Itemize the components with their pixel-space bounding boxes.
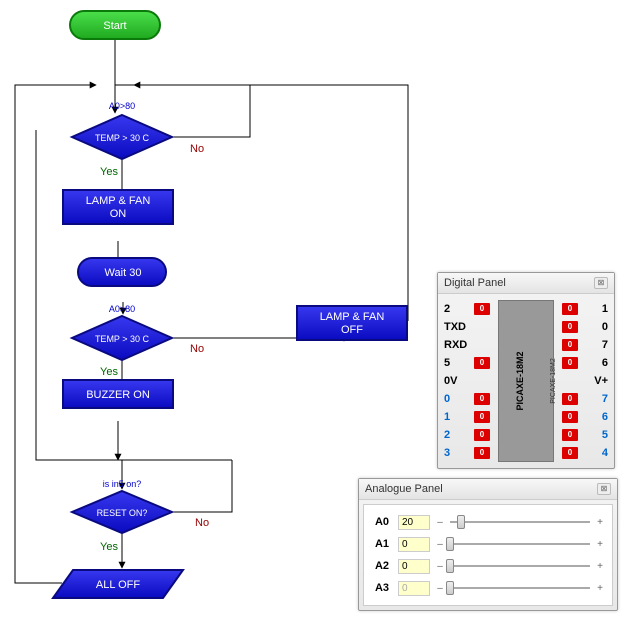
pin-right-label: V+ bbox=[578, 375, 608, 387]
analog-value[interactable]: 20 bbox=[398, 515, 430, 530]
pin-right-led[interactable]: 0 bbox=[562, 429, 578, 441]
chip-main-label: PICAXE-18M2 bbox=[515, 351, 525, 410]
analog-label: A3 bbox=[370, 582, 394, 594]
all-off-label: ALL OFF bbox=[96, 579, 140, 591]
analog-row: A2 0– + bbox=[370, 555, 606, 577]
analog-label: A1 bbox=[370, 538, 394, 550]
analog-minus[interactable]: – bbox=[434, 583, 446, 594]
pin-left-led[interactable]: 0 bbox=[474, 393, 490, 405]
chip-body: PICAXE-18M2 PICAXE-18M2 bbox=[498, 300, 554, 462]
analog-row: A1 0– + bbox=[370, 533, 606, 555]
yes-label-3: Yes bbox=[100, 541, 118, 553]
digital-panel-title-text: Digital Panel bbox=[444, 277, 506, 289]
no-label-1: No bbox=[190, 143, 204, 155]
analogue-panel-title: Analogue Panel ⊠ bbox=[359, 479, 617, 500]
pin-right-label: 7 bbox=[578, 393, 608, 405]
no-label-2: No bbox=[190, 343, 204, 355]
analog-plus[interactable]: + bbox=[594, 561, 606, 572]
pin-left-label: RXD bbox=[444, 339, 474, 351]
check2-small: A0>80 bbox=[109, 304, 135, 314]
pin-right-label: 0 bbox=[578, 321, 608, 333]
pin-right-led[interactable] bbox=[562, 375, 578, 387]
lampfan-on-label-1: LAMP & FAN bbox=[86, 195, 151, 207]
yes-label-2: Yes bbox=[100, 366, 118, 378]
lampfan-off-label-1: LAMP & FAN bbox=[320, 311, 385, 323]
wait30-label: Wait 30 bbox=[105, 267, 142, 279]
pin-right-label: 5 bbox=[578, 429, 608, 441]
analogue-panel-body: A020–+A10–+A20–+A30–+ bbox=[363, 504, 613, 606]
analog-row: A0 20– + bbox=[370, 511, 606, 533]
analog-minus[interactable]: – bbox=[434, 539, 446, 550]
analog-label: A0 bbox=[370, 516, 394, 528]
pin-right-led[interactable]: 0 bbox=[562, 411, 578, 423]
analogue-panel: Analogue Panel ⊠ A020–+A10–+A20–+A30–+ bbox=[358, 478, 618, 611]
analog-plus[interactable]: + bbox=[594, 583, 606, 594]
pin-left-led[interactable]: 0 bbox=[474, 303, 490, 315]
pin-right-label: 1 bbox=[578, 303, 608, 315]
pin-left-label: 0V bbox=[444, 375, 474, 387]
pin-left-label: TXD bbox=[444, 321, 474, 333]
buzzer-on-label: BUZZER ON bbox=[86, 389, 150, 401]
lampfan-off-label-2: OFF bbox=[341, 324, 363, 336]
pin-left-led[interactable] bbox=[474, 339, 490, 351]
no-label-3: No bbox=[195, 517, 209, 529]
check2-label: TEMP > 30 C bbox=[95, 334, 150, 344]
check1-label: TEMP > 30 C bbox=[95, 133, 150, 143]
pin-right-led[interactable]: 0 bbox=[562, 357, 578, 369]
analog-row: A3 0– + bbox=[370, 577, 606, 599]
lampfan-on-label-2: ON bbox=[110, 208, 127, 220]
analog-slider[interactable] bbox=[450, 558, 590, 574]
pin-right-label: 6 bbox=[578, 411, 608, 423]
pin-right-label: 4 bbox=[578, 447, 608, 459]
analogue-panel-title-text: Analogue Panel bbox=[365, 483, 443, 495]
pin-left-led[interactable]: 0 bbox=[474, 429, 490, 441]
analog-minus[interactable]: – bbox=[434, 517, 446, 528]
pin-left-led[interactable] bbox=[474, 321, 490, 333]
analog-plus[interactable]: + bbox=[594, 517, 606, 528]
start-label: Start bbox=[103, 20, 126, 32]
chip-sub-label: PICAXE-18M2 bbox=[550, 358, 557, 404]
pin-right-led[interactable]: 0 bbox=[562, 321, 578, 333]
analog-slider[interactable] bbox=[450, 536, 590, 552]
pin-left-label: 5 bbox=[444, 357, 474, 369]
pin-right-label: 6 bbox=[578, 357, 608, 369]
pin-left-led[interactable]: 0 bbox=[474, 411, 490, 423]
pin-left-label: 0 bbox=[444, 393, 474, 405]
analog-slider[interactable] bbox=[450, 580, 590, 596]
pin-right-led[interactable]: 0 bbox=[562, 447, 578, 459]
reset-small: is in5 on? bbox=[103, 479, 142, 489]
digital-panel: Digital Panel ⊠ PICAXE-18M2 PICAXE-18M2 … bbox=[437, 272, 615, 469]
digital-panel-title: Digital Panel ⊠ bbox=[438, 273, 614, 294]
reset-label: RESET ON? bbox=[97, 508, 148, 518]
analog-minus[interactable]: – bbox=[434, 561, 446, 572]
pin-right-led[interactable]: 0 bbox=[562, 303, 578, 315]
pin-left-label: 3 bbox=[444, 447, 474, 459]
analog-value[interactable]: 0 bbox=[398, 559, 430, 574]
pin-right-led[interactable]: 0 bbox=[562, 339, 578, 351]
pin-left-led[interactable]: 0 bbox=[474, 357, 490, 369]
pin-left-label: 2 bbox=[444, 303, 474, 315]
analog-plus[interactable]: + bbox=[594, 539, 606, 550]
analog-label: A2 bbox=[370, 560, 394, 572]
pin-left-led[interactable] bbox=[474, 375, 490, 387]
analog-value[interactable]: 0 bbox=[398, 581, 430, 596]
analogue-panel-close[interactable]: ⊠ bbox=[597, 483, 611, 495]
yes-label-1: Yes bbox=[100, 166, 118, 178]
pin-left-label: 1 bbox=[444, 411, 474, 423]
check1-small: A0>80 bbox=[109, 101, 135, 111]
digital-panel-body: PICAXE-18M2 PICAXE-18M2 2001TXD00RXD0750… bbox=[438, 294, 614, 468]
pin-right-label: 7 bbox=[578, 339, 608, 351]
analog-value[interactable]: 0 bbox=[398, 537, 430, 552]
pin-left-led[interactable]: 0 bbox=[474, 447, 490, 459]
analog-slider[interactable] bbox=[450, 514, 590, 530]
pin-right-led[interactable]: 0 bbox=[562, 393, 578, 405]
digital-panel-close[interactable]: ⊠ bbox=[594, 277, 608, 289]
pin-left-label: 2 bbox=[444, 429, 474, 441]
